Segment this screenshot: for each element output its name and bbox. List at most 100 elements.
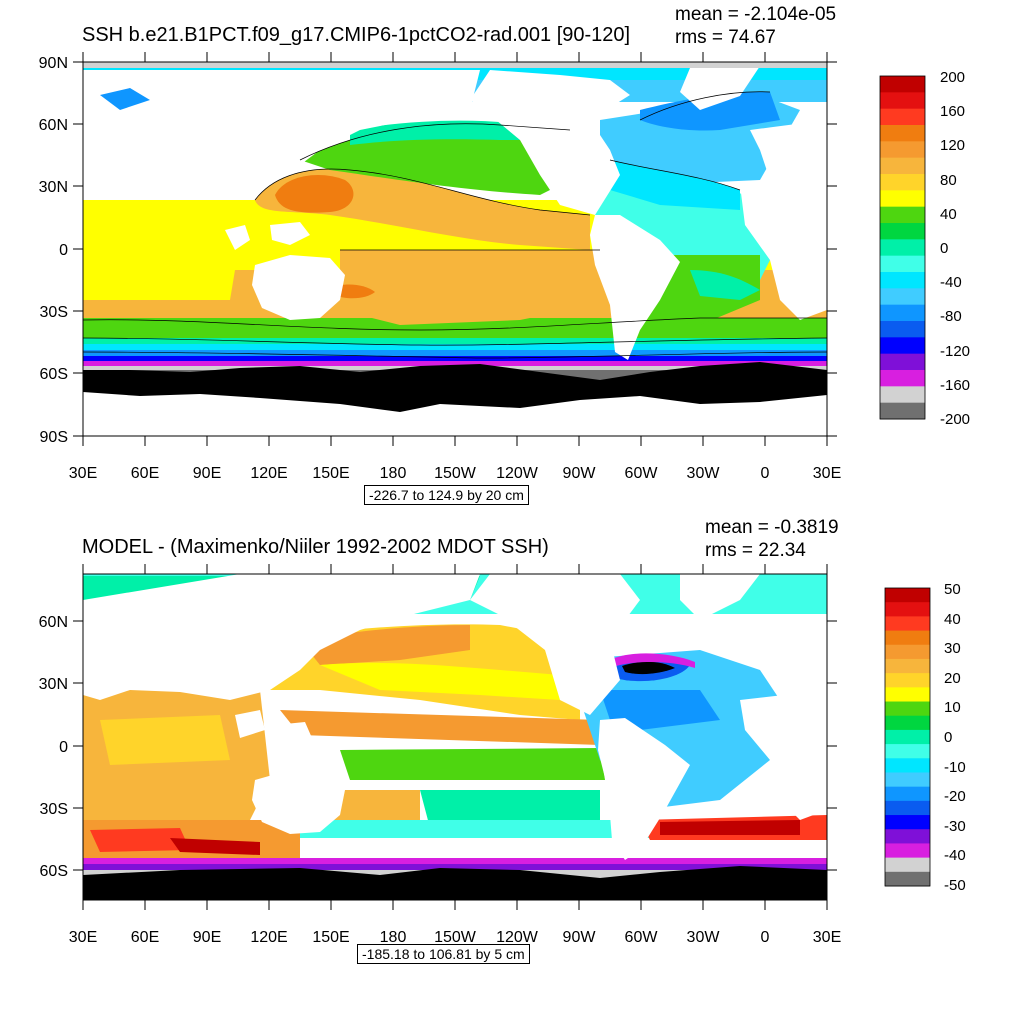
colorbar-swatch [885, 701, 930, 717]
colorbar-swatch [880, 386, 925, 404]
panel1-cb-label: 160 [940, 103, 965, 120]
panel1-lat-label: 30N [39, 179, 68, 196]
colorbar-border [884, 587, 931, 887]
colorbar-swatch [880, 125, 925, 142]
panel1-cb-label: 0 [940, 240, 948, 257]
colorbar-swatch [885, 815, 930, 830]
colorbar-swatch [885, 772, 930, 788]
colorbar-swatch [885, 829, 930, 844]
panel2-lat-label: 30N [39, 676, 68, 693]
panel1-lat-label: 90S [40, 429, 68, 446]
panel1-lat-label: 0 [59, 242, 68, 259]
colorbar-swatch [885, 786, 930, 802]
panel1-lat-label: 30S [40, 304, 68, 321]
colorbar-swatch [880, 255, 925, 273]
panel2-range-label: -185.18 to 106.81 by 5 cm [357, 944, 530, 964]
panel2-lat-label: 0 [59, 739, 68, 756]
panel1-lat-label: 90N [39, 55, 68, 72]
colorbar-swatch [880, 353, 925, 371]
panel1-lon-label: 30W [687, 465, 721, 482]
colorbar-swatch [885, 658, 930, 674]
colorbar-swatch [880, 76, 925, 93]
panel2-lat-label: 30S [40, 801, 68, 818]
panel1-lon-label: 0 [761, 465, 770, 482]
panel1-rms: rms = 74.67 [675, 27, 776, 48]
colorbar-swatch [880, 272, 925, 289]
panel2-cb-label: -10 [944, 759, 966, 776]
panel1-range-label: -226.7 to 124.9 by 20 cm [364, 485, 529, 505]
panel1-lon-label: 180 [380, 465, 407, 482]
panel2-lat-label: 60S [40, 863, 68, 880]
panel2-lon-label: 60E [131, 929, 159, 946]
panel2-mean: mean = -0.3819 [705, 517, 839, 538]
panel1-cb-label: -120 [940, 343, 970, 360]
panel1-lon-label: 150E [312, 465, 349, 482]
panel2-title: MODEL - (Maximenko/Niiler 1992-2002 MDOT… [82, 536, 549, 558]
panel1-lat-label: 60N [39, 117, 68, 134]
colorbar-swatch [880, 206, 925, 224]
panel1-lon-label: 60E [131, 465, 159, 482]
colorbar-swatch [880, 337, 925, 355]
colorbar-swatch [885, 729, 930, 745]
colorbar-swatch [885, 644, 930, 660]
panel1-cb-label: 40 [940, 206, 957, 223]
panel1-cb-label: 80 [940, 172, 957, 189]
colorbar-swatch [880, 174, 925, 191]
panel2-lat-label: 60N [39, 614, 68, 631]
colorbar-swatch [885, 673, 930, 688]
panel2-cb-label: 0 [944, 729, 952, 746]
colorbar-border [879, 75, 926, 420]
panel2-lat-axis: 60N 30N 0 30S 60S [39, 614, 837, 880]
panel2-cb-label: -30 [944, 818, 966, 835]
panel1-cb-label: 120 [940, 137, 965, 154]
colorbar-swatch [885, 871, 930, 887]
panel2-lon-label: 0 [761, 929, 770, 946]
panel2-cb-label: 20 [944, 670, 961, 687]
panel2-lon-label: 30W [687, 929, 721, 946]
colorbar-swatch [880, 157, 925, 175]
colorbar-swatch [885, 800, 930, 816]
panel2-cb-label: 30 [944, 640, 961, 657]
panel2-cb-label: 10 [944, 699, 961, 716]
panel2-lon-label: 180 [380, 929, 407, 946]
colorbar-swatch [885, 857, 930, 873]
colorbar-swatch [880, 141, 925, 159]
panel1-lon-axis: 30E 60E 90E 120E 150E 180 150W 120W 90W … [69, 52, 841, 482]
panel2-lon-axis: 30E 60E 90E 120E 150E 180 150W 120W 90W … [69, 564, 841, 946]
panel2-colorbar-labels: 50 40 30 20 10 0 -10 -20 -30 -40 -50 [944, 581, 966, 894]
panel2-lon-label: 30E [69, 929, 97, 946]
colorbar-swatch [885, 843, 930, 859]
panel2-lon-label: 30E [813, 929, 841, 946]
panel1-lat-axis: 90N 60N 30N 0 30S 60S 90S [39, 55, 837, 446]
panel2-lon-label: 90W [563, 929, 597, 946]
panel2-cb-label: -40 [944, 847, 966, 864]
panel2-lon-label: 150E [312, 929, 349, 946]
colorbar-swatch [880, 190, 925, 208]
panel2-rms: rms = 22.34 [705, 540, 806, 561]
colorbar-swatch [885, 616, 930, 632]
panel2-lon-label: 120E [250, 929, 287, 946]
colorbar-swatch [880, 92, 925, 110]
panel1-lon-label: 90W [563, 465, 597, 482]
panel1-lon-label: 60W [625, 465, 659, 482]
panel2-cb-label: 50 [944, 581, 961, 598]
colorbar-swatch [880, 223, 925, 240]
panel1-lon-label: 90E [193, 465, 221, 482]
panel2-map [83, 574, 827, 900]
panel1-cb-label: -80 [940, 308, 962, 325]
panel1-lon-label: 30E [813, 465, 841, 482]
colorbar-swatch [885, 687, 930, 703]
colorbar-swatch [885, 758, 930, 773]
colorbar-swatch [880, 108, 925, 126]
panel1-cb-label: 200 [940, 69, 965, 86]
panel2-cb-label: -50 [944, 877, 966, 894]
panel1-mean: mean = -2.104e-05 [675, 4, 837, 25]
panel1-lon-label: 120W [496, 465, 539, 482]
panel1-cb-label: -40 [940, 274, 962, 291]
panel2-lon-label: 150W [434, 929, 477, 946]
colorbar-swatch [880, 304, 925, 322]
panel1-map [83, 62, 827, 436]
panel2-lon-label: 60W [625, 929, 659, 946]
panel1-colorbar [879, 75, 926, 420]
